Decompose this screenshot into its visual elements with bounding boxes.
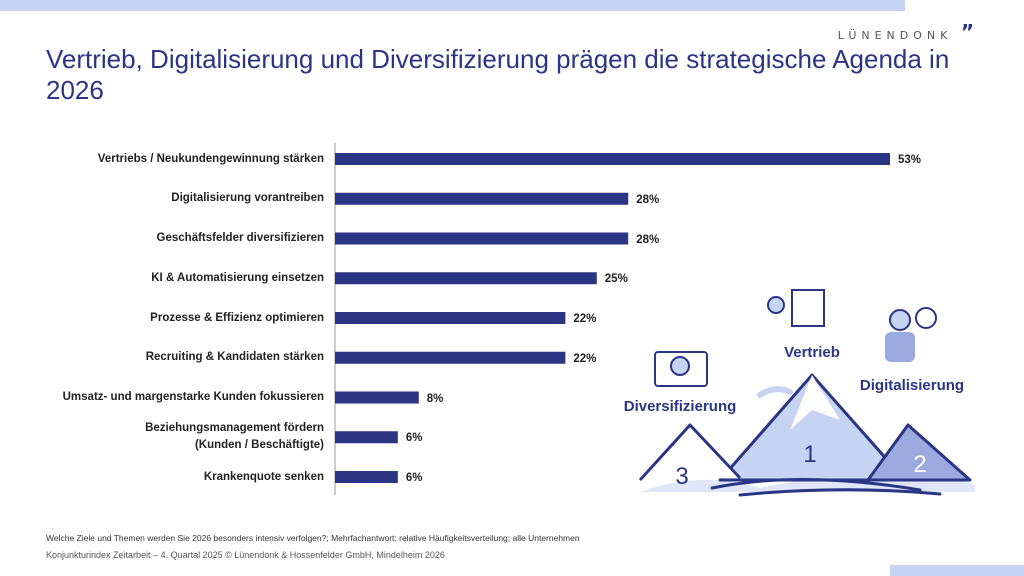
category-label: Umsatz- und margenstarke Kunden fokussie…	[62, 391, 324, 403]
category-label: Digitalisierung vorantreiben	[171, 192, 324, 205]
category-label: Krankenquote senken	[203, 470, 324, 483]
peak-rank: 2	[913, 451, 926, 478]
peak-label: Diversifizierung	[624, 398, 737, 415]
category-label: Recruiting & Kandidaten stärken	[145, 351, 324, 364]
footnote: Welche Ziele und Themen werden Sie 2026 …	[46, 533, 580, 543]
bar	[335, 312, 566, 324]
bar	[335, 232, 629, 245]
title: Vertrieb, Digitalisierung und Diversifiz…	[46, 44, 950, 105]
category-label: Prozesse & Effizienz optimieren	[150, 311, 324, 324]
peak-rank: 1	[803, 441, 816, 468]
bar	[335, 272, 597, 285]
peak-rank: 3	[675, 463, 688, 490]
bar	[335, 153, 890, 165]
bottom-bar	[890, 565, 1024, 576]
logo-text: LÜNENDONK	[837, 29, 953, 42]
bar	[335, 471, 398, 483]
value-label: 6%	[405, 432, 423, 445]
category-label: Beziehungsmanagement fördern (Kunden / B…	[145, 422, 324, 452]
bar	[335, 391, 419, 404]
top-bar	[0, 0, 905, 11]
bar	[335, 431, 398, 444]
category-label: KI & Automatisierung einsetzen	[151, 271, 324, 284]
bar	[335, 351, 566, 364]
value-label: 25%	[604, 273, 628, 286]
value-label: 28%	[636, 193, 660, 206]
logo: LÜNENDONK ”	[837, 20, 974, 44]
value-label: 22%	[573, 313, 597, 325]
illustration	[638, 289, 975, 497]
value-label: 53%	[898, 154, 922, 166]
value-label: 8%	[426, 392, 444, 405]
category-label: Geschäftsfelder diversifizieren	[156, 232, 324, 244]
value-label: 22%	[573, 352, 597, 365]
bar	[335, 192, 629, 205]
peak-label: Digitalisierung	[860, 377, 964, 394]
value-label: 6%	[405, 472, 423, 484]
peak-label: Vertrieb	[784, 344, 840, 361]
value-label: 28%	[636, 233, 660, 246]
category-label: Vertriebs / Neukundengewinnung stärken	[97, 152, 324, 165]
source: Konjunkturindex Zeitarbeit – 4. Quartal …	[46, 550, 445, 560]
